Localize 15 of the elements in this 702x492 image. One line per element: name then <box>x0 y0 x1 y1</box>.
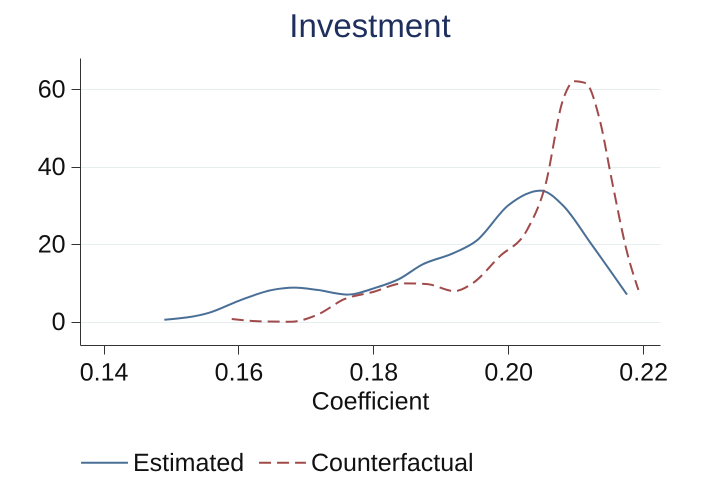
x-tick-label: 0.22 <box>619 358 668 386</box>
x-axis-title: Coefficient <box>312 388 430 416</box>
y-tick-label: 60 <box>38 76 66 104</box>
x-tick-label: 0.14 <box>80 358 129 386</box>
y-tick-label: 40 <box>38 153 66 182</box>
legend-label: Counterfactual <box>311 448 474 477</box>
legend-label: Estimated <box>133 448 244 477</box>
x-tick-label: 0.20 <box>484 358 534 386</box>
chart-title: Investment <box>289 7 451 44</box>
line-series <box>163 190 628 321</box>
y-tick-label: 0 <box>52 308 66 336</box>
x-tick-label: 0.16 <box>214 358 264 386</box>
y-tick-label: 20 <box>38 230 66 259</box>
line-series <box>230 80 640 323</box>
x-tick-label: 0.18 <box>350 358 398 386</box>
